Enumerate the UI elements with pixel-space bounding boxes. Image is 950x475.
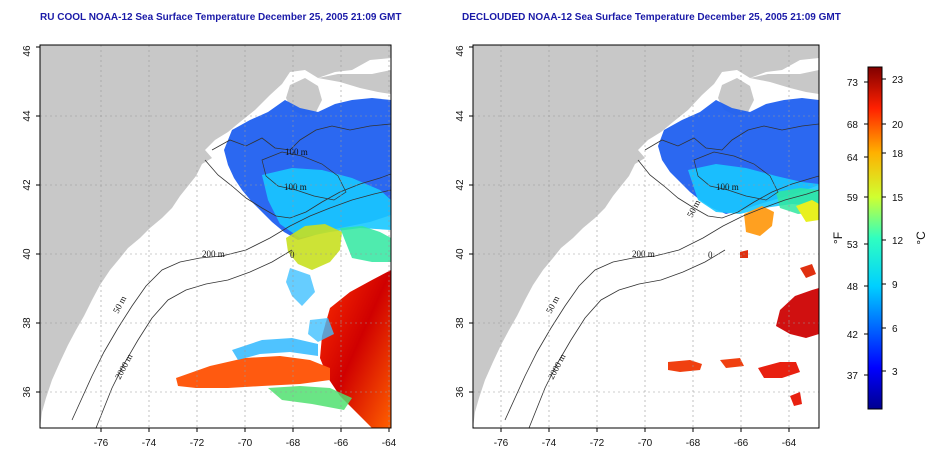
left-lat-tick: 36 xyxy=(22,386,33,398)
right-lat-tick: 44 xyxy=(455,110,466,122)
left-nova-scotia xyxy=(318,70,391,94)
left-lon-tick: -74 xyxy=(142,438,157,449)
left-contour-200m xyxy=(71,189,391,421)
right-lat-tick: 42 xyxy=(455,179,466,191)
right-lon-tick: -70 xyxy=(638,438,653,449)
colorbar-f-tick: 42 xyxy=(847,330,859,341)
colorbar-f-tick: 68 xyxy=(847,120,859,131)
left-lat-tick: 42 xyxy=(22,179,33,191)
right-sst-warm-streak xyxy=(668,358,744,372)
right-lat-tick: 40 xyxy=(455,248,466,260)
right-contour-label-100m: 100 m xyxy=(716,182,739,192)
colorbar-c-tick: 20 xyxy=(892,120,904,131)
colorbar-fahrenheit-unit: °F xyxy=(831,232,845,244)
right-lon-tick: -74 xyxy=(542,438,557,449)
right-contour-200m xyxy=(504,189,819,421)
right-lat-tick: 38 xyxy=(455,317,466,329)
colorbar-celsius-unit: °C xyxy=(914,231,928,245)
right-lon-labels: -76 -74 -72 -70 -68 -66 -64 xyxy=(494,438,797,449)
left-contour-label-100m-b: 100 m xyxy=(284,182,307,192)
left-grid xyxy=(40,45,391,428)
left-lon-tick: -76 xyxy=(94,438,109,449)
right-contour-inner xyxy=(693,151,779,201)
right-sst-orange xyxy=(744,206,774,236)
right-contour-label-0: 0 xyxy=(708,250,713,260)
left-lon-tick: -70 xyxy=(238,438,253,449)
left-lat-tick: 46 xyxy=(22,45,33,57)
left-contour-100m xyxy=(204,159,391,219)
left-lon-tick: -64 xyxy=(382,438,397,449)
right-sst-warm-patch xyxy=(776,288,819,338)
left-lon-tick: -66 xyxy=(334,438,349,449)
colorbar-ticks xyxy=(864,78,886,376)
right-map-panel: 100 m 50 m 200 m 50 m 2000 m 0 xyxy=(455,44,820,449)
right-land xyxy=(473,45,819,428)
right-lat-tick: 36 xyxy=(455,386,466,398)
left-sst-warm xyxy=(320,270,391,428)
right-sst-warm-small xyxy=(740,250,816,278)
left-sst-mid2 xyxy=(340,226,391,262)
left-sst-patches xyxy=(286,268,334,342)
colorbar: 73 68 64 59 53 48 42 37 23 20 18 15 12 9… xyxy=(831,66,928,410)
colorbar-c-tick: 23 xyxy=(892,75,904,86)
colorbar-f-tick: 59 xyxy=(847,193,859,204)
right-lon-tick: -72 xyxy=(590,438,605,449)
left-lat-tick: 38 xyxy=(22,317,33,329)
left-map-frame xyxy=(39,44,392,429)
left-contour-label-100m-a: 100 m xyxy=(285,147,308,157)
left-map-panel: 100 m 100 m 200 m 50 m 2000 m 0 xyxy=(22,44,397,449)
right-lon-tick: -66 xyxy=(734,438,749,449)
right-axis-ticks xyxy=(469,46,790,432)
colorbar-gradient xyxy=(867,66,883,410)
left-contour-50m xyxy=(211,123,391,151)
right-panel-title: DECLOUDED NOAA-12 Sea Surface Temperatur… xyxy=(462,12,841,23)
colorbar-f-tick: 48 xyxy=(847,282,859,293)
colorbar-c-tick: 18 xyxy=(892,149,904,160)
colorbar-f-tick: 64 xyxy=(847,153,859,164)
left-axis-ticks xyxy=(36,46,390,432)
left-contour-label-0: 0 xyxy=(290,250,295,260)
colorbar-f-tick: 73 xyxy=(847,78,859,89)
right-nova-scotia xyxy=(750,70,819,94)
left-contour-2000m xyxy=(95,249,293,428)
left-sst-streak-blue xyxy=(232,338,318,360)
right-lon-tick: -64 xyxy=(782,438,797,449)
left-contour-label-200m: 200 m xyxy=(202,249,225,259)
left-panel-title: RU COOL NOAA-12 Sea Surface Temperature … xyxy=(40,12,402,23)
right-lon-tick: -76 xyxy=(494,438,509,449)
right-grid xyxy=(473,45,819,428)
colorbar-c-tick: 9 xyxy=(892,280,898,291)
left-lat-tick: 40 xyxy=(22,248,33,260)
right-contour-2000m xyxy=(528,249,726,428)
right-lon-tick: -68 xyxy=(686,438,701,449)
left-sst-warm-streak xyxy=(176,356,330,388)
left-lon-tick: -72 xyxy=(190,438,205,449)
left-lon-labels: -76 -74 -72 -70 -68 -66 -64 xyxy=(94,438,397,449)
left-lat-labels: 36 38 40 42 44 46 xyxy=(22,45,33,398)
right-contour-50m xyxy=(644,123,819,151)
right-sst-yellow xyxy=(796,200,819,222)
left-sst-cool-tongue xyxy=(262,168,391,238)
left-contour-inner xyxy=(261,151,347,201)
left-lat-tick: 44 xyxy=(22,110,33,122)
colorbar-f-tick: 53 xyxy=(847,240,859,251)
colorbar-c-tick: 15 xyxy=(892,193,904,204)
right-lat-labels: 36 38 40 42 44 46 xyxy=(455,45,466,398)
colorbar-f-tick: 37 xyxy=(847,371,859,382)
right-map-frame xyxy=(472,44,820,429)
left-lon-tick: -68 xyxy=(286,438,301,449)
left-sst-mid xyxy=(286,224,342,270)
right-contour-100m xyxy=(637,159,819,219)
colorbar-c-tick: 6 xyxy=(892,324,898,335)
left-land xyxy=(40,45,391,428)
colorbar-c-tick: 12 xyxy=(892,236,904,247)
right-lat-tick: 46 xyxy=(455,45,466,57)
right-sst-warm-east xyxy=(758,362,802,406)
colorbar-c-tick: 3 xyxy=(892,367,898,378)
